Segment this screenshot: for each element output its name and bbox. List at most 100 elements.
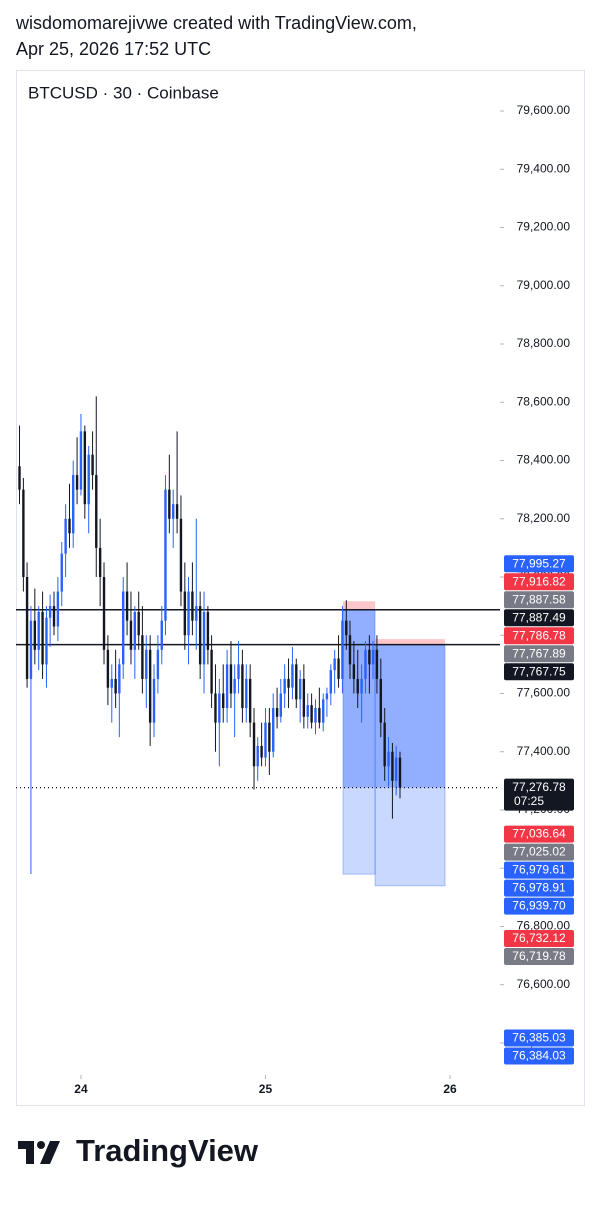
candle-body — [29, 620, 33, 679]
candle-body — [191, 591, 194, 621]
candle-body — [64, 518, 67, 554]
y-tick-label: 76,600.00 — [517, 977, 571, 991]
price-label: 77,036.64 — [512, 827, 566, 841]
candle-body — [75, 475, 79, 490]
candle-body — [375, 649, 379, 679]
position-stop-zone — [375, 639, 446, 645]
price-label-box — [504, 663, 574, 681]
price-label-box — [504, 1047, 574, 1065]
candle-body — [229, 664, 233, 694]
candle-body — [95, 475, 98, 548]
candle-body — [256, 745, 259, 767]
price-label-box — [504, 843, 574, 861]
y-tick-label: 78,400.00 — [517, 453, 571, 467]
price-label: 77,025.02 — [512, 845, 566, 859]
candle-body — [114, 678, 117, 694]
y-tick-label: 77,600.00 — [517, 686, 571, 700]
candle-body — [345, 620, 348, 636]
candle-body — [137, 611, 140, 636]
candle-body — [260, 745, 263, 758]
price-label-box — [504, 555, 574, 573]
price-label: 76,939.70 — [512, 899, 566, 913]
candle-body — [348, 635, 352, 665]
header-line: Apr 25, 2026 17:52 UTC — [16, 39, 211, 59]
x-tick-label: 24 — [74, 1082, 88, 1096]
candle-body — [183, 591, 187, 636]
candle-body — [60, 553, 63, 592]
candle-body — [398, 757, 402, 788]
position-target-zone — [374, 644, 446, 887]
candle-body — [102, 576, 106, 650]
candle-body — [195, 606, 198, 621]
candle-body — [129, 620, 133, 650]
candle-body — [45, 617, 48, 665]
y-tick-label: 79,400.00 — [517, 161, 571, 175]
x-tick-label: 25 — [259, 1082, 273, 1096]
candle-body — [310, 705, 313, 723]
candle-body — [187, 591, 190, 636]
candle-body — [156, 649, 160, 679]
price-label-box — [504, 627, 574, 645]
x-tick-label: 26 — [443, 1082, 457, 1096]
candle-body — [172, 504, 175, 519]
y-tick-label: 76,800.00 — [517, 919, 571, 933]
candle-body — [18, 466, 21, 490]
candle-body — [379, 678, 382, 723]
price-label: 77,767.75 — [512, 664, 566, 678]
candle-body — [387, 751, 390, 767]
candle-body — [272, 708, 275, 752]
candle-body — [368, 649, 371, 665]
y-tick-label: 78,200.00 — [517, 511, 571, 525]
candle-body — [198, 606, 202, 665]
candle-body — [175, 504, 179, 519]
price-label: 77,995.27 — [512, 556, 566, 570]
y-tick-label: 79,000.00 — [517, 278, 571, 292]
candle-body — [98, 547, 102, 577]
candle-body — [291, 664, 294, 688]
countdown-label: 07:25 — [514, 794, 544, 808]
candle-body — [37, 611, 40, 650]
candle-body — [179, 518, 183, 592]
price-label-box — [504, 645, 574, 663]
candle-body — [41, 611, 44, 665]
candle-body — [275, 708, 279, 717]
candle-body — [383, 722, 386, 767]
candle-body — [87, 454, 90, 505]
price-label: 76,978.91 — [512, 881, 566, 895]
price-label: 76,384.03 — [512, 1049, 566, 1063]
price-label: 77,767.89 — [512, 646, 566, 660]
last-price-box — [504, 778, 574, 811]
price-label: 76,979.61 — [512, 863, 566, 877]
chart-title: BTCUSD · 30 · Coinbase — [28, 83, 219, 102]
candle-body — [125, 591, 129, 621]
price-label: 77,786.78 — [512, 628, 566, 642]
candle-body — [110, 678, 113, 688]
candle-body — [83, 431, 87, 505]
candle-body — [356, 678, 359, 694]
time-axis: 24 25 26 — [74, 1075, 457, 1096]
brand-name: TradingView — [76, 1133, 259, 1168]
candle-body — [210, 649, 213, 694]
y-tick-label: 78,600.00 — [517, 394, 571, 408]
header-line: wisdomomarejivwe created with TradingVie… — [15, 13, 417, 33]
candle-body — [394, 757, 398, 781]
candle-body — [22, 489, 25, 577]
candle-body — [302, 678, 306, 717]
y-tick-label: 79,200.00 — [517, 220, 571, 234]
candle-body — [352, 664, 356, 679]
price-label: 76,732.12 — [512, 931, 566, 945]
price-label-box — [504, 897, 574, 915]
y-tick-label: 77,400.00 — [517, 744, 571, 758]
candle-body — [295, 664, 298, 700]
price-label-box — [504, 930, 574, 948]
candle-body — [318, 708, 321, 723]
position-open-profit — [375, 644, 446, 788]
candle-body — [283, 678, 286, 694]
candle-body — [52, 606, 56, 627]
candle-body — [360, 678, 363, 694]
price-label-box — [504, 861, 574, 879]
candle-body — [118, 664, 121, 694]
candle-body — [337, 658, 340, 679]
candle-body — [252, 722, 256, 767]
